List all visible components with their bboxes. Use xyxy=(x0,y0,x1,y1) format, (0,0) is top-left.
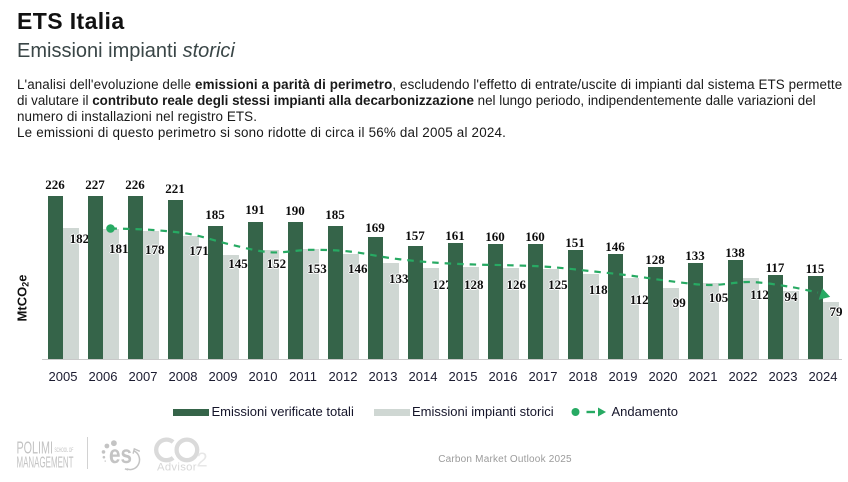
svg-text:SCHOOL OF: SCHOOL OF xyxy=(55,447,74,455)
svg-text:MANAGEMENT: MANAGEMENT xyxy=(17,454,74,472)
svg-text:2: 2 xyxy=(197,450,208,472)
svg-text:Advisor: Advisor xyxy=(157,462,197,474)
svg-text:POLIMI: POLIMI xyxy=(17,439,54,458)
svg-text:es: es xyxy=(109,440,132,469)
